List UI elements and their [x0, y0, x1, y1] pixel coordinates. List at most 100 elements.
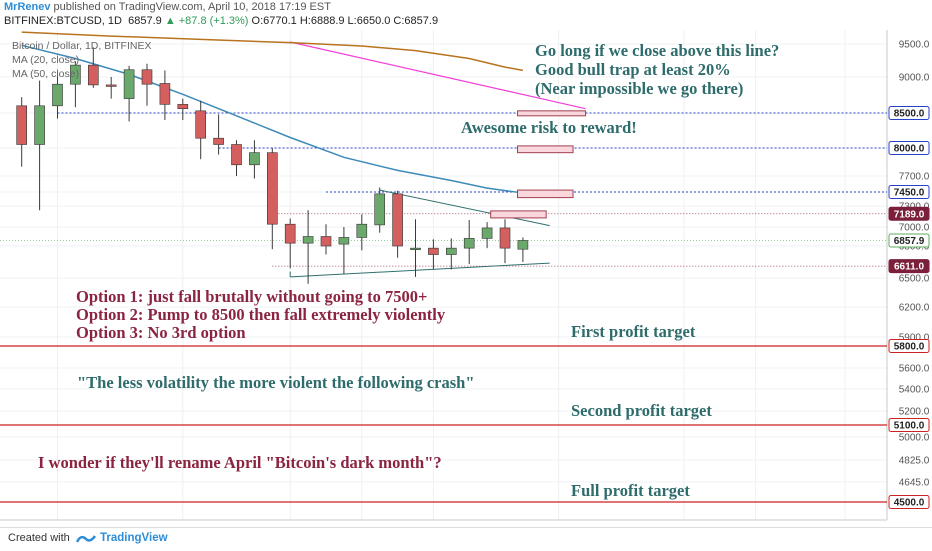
x-tick-label: 9	[431, 524, 437, 525]
x-tick-label: 16	[553, 524, 565, 525]
publish-text: published on TradingView.com, April 10, …	[53, 1, 331, 13]
candle-body	[445, 247, 457, 255]
candle-body	[34, 105, 45, 145]
target-zone-box	[517, 110, 587, 117]
candle-body	[392, 193, 403, 247]
candles	[16, 47, 529, 284]
ma50-line	[21, 31, 524, 72]
candle-body	[141, 69, 153, 85]
legend-title: Bitcoin / Dollar, 1D, BITFINEX	[12, 40, 152, 52]
annotation-go-long: Go long if we close above this line?	[535, 41, 779, 60]
price-label-text: 8000.0	[894, 144, 925, 155]
price-label-text: 6857.9	[894, 236, 925, 247]
annotation-option-1: Option 1: just fall brutally without goi…	[76, 287, 427, 306]
triangle-lower-line	[290, 262, 550, 278]
candle-body	[70, 64, 81, 85]
triangle-upper-line	[379, 189, 550, 227]
y-tick-label: 5000.0	[899, 433, 930, 444]
tradingview-brand[interactable]: TradingView	[100, 532, 168, 544]
ohlc-values: O:6770.1 H:6888.9 L:6650.0 C:6857.9	[251, 15, 439, 27]
x-tick-label: 19	[52, 524, 64, 525]
candle-body	[284, 223, 296, 244]
symbol-info: BITFINEX:BTCUSD, 1D 6857.9 ▲ +87.8 (+1.3…	[4, 15, 438, 27]
y-tick-label: 9500.0	[899, 40, 930, 51]
x-tick-label: Apr	[282, 524, 298, 525]
ma20-line	[21, 44, 523, 194]
candle-body	[463, 238, 475, 249]
candle-body	[374, 193, 386, 226]
y-tick-label: 4825.0	[899, 456, 930, 467]
target-zone-box	[517, 145, 574, 154]
candle-body	[481, 227, 493, 239]
y-tick-label: 7700.0	[899, 172, 930, 183]
candle-body	[302, 236, 314, 244]
chart-area[interactable]: 19 26 Apr 5 9 16 23 27 May 9500.0 9000.0 8500.0 8000…	[0, 30, 932, 535]
candle-body	[159, 83, 171, 105]
annotation-dark-month: I wonder if they'll rename April "Bitcoi…	[38, 453, 442, 472]
legend-ma20: MA (20, close)	[12, 54, 80, 66]
x-tick-label: 23	[678, 524, 690, 525]
x-tick-label: 5	[359, 524, 365, 525]
y-tick-label: 6200.0	[899, 303, 930, 314]
candle-body	[177, 104, 189, 109]
target-zone-box	[490, 210, 547, 219]
candle-body	[195, 110, 206, 139]
price-label-tag	[888, 185, 930, 199]
price-label-text: 4500.0	[894, 498, 925, 509]
y-tick-label: 5600.0	[899, 364, 930, 375]
price-change: ▲ +87.8 (+1.3%)	[164, 15, 249, 27]
price-label-tag	[888, 106, 930, 120]
annotation-near-impossible: (Near impossible we go there)	[535, 79, 743, 98]
candle-body	[88, 64, 99, 86]
price-label-tag	[888, 339, 930, 353]
annotation-full-target: Full profit target	[571, 481, 690, 500]
grid-lines	[0, 30, 887, 520]
publish-info: MrRenev published on TradingView.com, Ap…	[4, 1, 331, 13]
candle-body	[105, 84, 117, 87]
candle-body	[517, 240, 529, 250]
x-tick-label: May	[836, 524, 855, 525]
candle-body	[52, 83, 63, 107]
annotation-option-3: Option 3: No 3rd option	[76, 323, 246, 342]
candle-body	[499, 227, 511, 249]
x-tick-label: 26	[177, 524, 189, 525]
y-tick-label: 5900.0	[899, 333, 930, 344]
price-label-tag	[888, 233, 930, 248]
candle-body	[16, 105, 28, 145]
price-label-text: 5800.0	[894, 342, 925, 353]
legend-ma50: MA (50, close)	[12, 68, 80, 80]
annotation-risk-reward: Awesome risk to reward!	[461, 118, 637, 137]
price-label-text: 7450.0	[894, 188, 925, 199]
annotation-volatility-quote: "The less volatility the more violent th…	[77, 373, 474, 392]
candle-body	[123, 69, 135, 99]
candle-body	[249, 152, 260, 166]
tradingview-logo-icon	[76, 535, 96, 543]
target-zone-box	[517, 189, 574, 199]
created-with-text: Created with	[8, 532, 70, 544]
candle-body	[428, 247, 439, 255]
candle-body	[338, 237, 350, 245]
annotation-option-2: Option 2: Pump to 8500 then fall extreme…	[76, 305, 446, 324]
y-tick-label: 6500.0	[899, 274, 930, 285]
price-label-tag	[888, 141, 930, 155]
candle-body	[320, 236, 332, 247]
candle-body	[231, 144, 242, 166]
price-label-tag	[888, 418, 930, 432]
y-tick-label: 9000.0	[899, 73, 930, 84]
x-tick-label: 27	[750, 524, 762, 525]
y-tick-label: 4645.0	[899, 478, 930, 489]
price-label-tag	[888, 495, 930, 509]
price-label-text: 6611.0	[894, 262, 924, 273]
candle-body	[356, 223, 368, 238]
price-label-tag	[888, 259, 930, 274]
annotation-second-target: Second profit target	[571, 401, 712, 420]
annotation-first-target: First profit target	[571, 322, 696, 341]
candle-body	[410, 247, 421, 250]
pink-trendline	[290, 41, 586, 110]
y-tick-label: 5400.0	[899, 385, 930, 396]
author-name[interactable]: MrRenev	[4, 1, 51, 13]
y-tick-label: 5200.0	[899, 407, 930, 418]
candle-body	[266, 152, 278, 225]
price-label-text: 7189.0	[894, 209, 925, 220]
price-chart[interactable]: 19 26 Apr 5 9 16 23 27 May 9500.0 9000.0 8500.0 8000…	[0, 30, 932, 535]
